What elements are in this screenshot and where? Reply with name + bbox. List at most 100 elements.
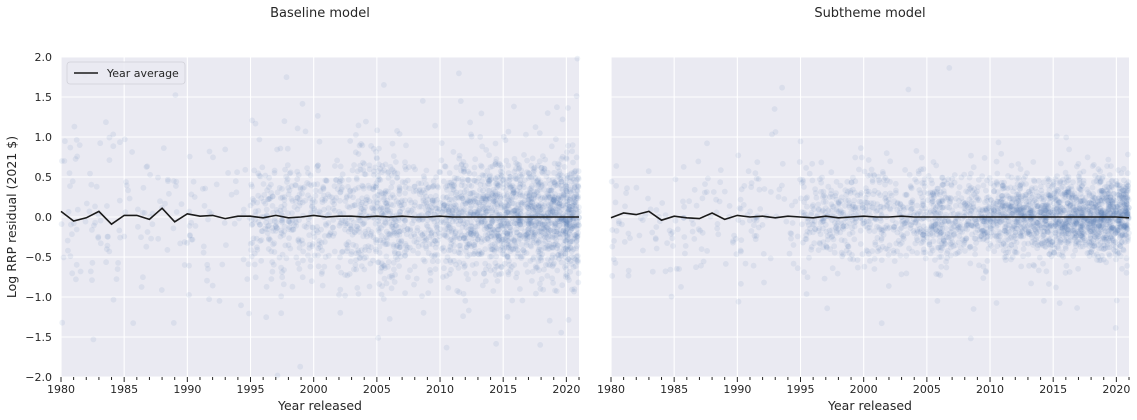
- scatter-point: [561, 237, 568, 244]
- scatter-point: [330, 205, 336, 212]
- scatter-point: [1125, 151, 1131, 158]
- scatter-point: [66, 170, 73, 177]
- scatter-point: [563, 188, 569, 194]
- scatter-point: [681, 234, 688, 240]
- scatter-point: [319, 196, 326, 203]
- scatter-point: [279, 218, 286, 224]
- scatter-point: [489, 241, 496, 248]
- scatter-point: [300, 257, 306, 264]
- scatter-point: [393, 229, 400, 236]
- scatter-point: [361, 266, 368, 273]
- scatter-point: [123, 182, 130, 189]
- scatter-point: [435, 258, 441, 265]
- scatter-point: [288, 196, 295, 202]
- scatter-point: [552, 240, 559, 247]
- scatter-point: [562, 273, 569, 280]
- scatter-point: [485, 201, 492, 208]
- scatter-point: [155, 174, 161, 181]
- scatter-point: [317, 244, 324, 250]
- scatter-point: [843, 223, 850, 230]
- scatter-point: [467, 211, 474, 218]
- scatter-point: [468, 131, 474, 138]
- scatter-point: [540, 240, 547, 247]
- scatter-point: [370, 183, 377, 190]
- scatter-point: [457, 218, 464, 225]
- scatter-point: [508, 184, 514, 190]
- scatter-point: [932, 257, 938, 263]
- scatter-point: [809, 217, 815, 224]
- scatter-point: [705, 175, 711, 182]
- scatter-point: [645, 195, 651, 202]
- scatter-point: [565, 105, 571, 111]
- scatter-point: [379, 264, 385, 270]
- scatter-point: [481, 218, 488, 225]
- scatter-point: [558, 259, 565, 266]
- scatter-point: [448, 266, 454, 273]
- scatter-point: [368, 229, 375, 235]
- scatter-point: [62, 138, 68, 145]
- scatter-point: [355, 249, 362, 256]
- scatter-point: [540, 225, 547, 232]
- scatter-point: [373, 154, 380, 161]
- scatter-point: [370, 257, 376, 264]
- scatter-point: [554, 200, 561, 207]
- scatter-point: [441, 265, 447, 272]
- scatter-point: [519, 192, 526, 199]
- scatter-point: [541, 186, 548, 193]
- scatter-point: [228, 191, 235, 198]
- scatter-point: [190, 178, 197, 185]
- scatter-point: [482, 246, 489, 253]
- scatter-point: [532, 204, 539, 211]
- scatter-point: [381, 275, 388, 282]
- scatter-point: [449, 207, 455, 214]
- scatter-point: [562, 179, 569, 186]
- scatter-point: [394, 232, 400, 239]
- scatter-point: [955, 190, 962, 197]
- scatter-point: [565, 142, 571, 149]
- scatter-point: [897, 241, 903, 248]
- scatter-point: [726, 203, 733, 209]
- scatter-point: [481, 270, 487, 277]
- scatter-point: [559, 153, 566, 160]
- scatter-point: [204, 261, 211, 268]
- scatter-point: [521, 152, 527, 158]
- scatter-point: [337, 163, 344, 170]
- scatter-point: [486, 152, 492, 159]
- scatter-point: [407, 197, 413, 204]
- scatter-point: [294, 176, 301, 183]
- scatter-point: [438, 140, 445, 147]
- scatter-point: [140, 184, 147, 191]
- scatter-point: [357, 209, 364, 216]
- scatter-point: [266, 174, 272, 181]
- scatter-point: [511, 189, 518, 196]
- scatter-point: [407, 226, 413, 233]
- scatter-point: [367, 232, 374, 239]
- scatter-point: [428, 207, 435, 214]
- scatter-point: [407, 267, 413, 274]
- scatter-point: [462, 262, 468, 269]
- scatter-point: [540, 153, 546, 160]
- scatter-point: [459, 176, 466, 183]
- y-tick-label: 2.0: [35, 51, 53, 64]
- scatter-point: [994, 243, 1000, 250]
- scatter-point: [481, 226, 488, 233]
- scatter-point: [344, 248, 350, 255]
- scatter-point: [385, 259, 392, 265]
- scatter-point: [355, 217, 362, 224]
- scatter-point: [750, 262, 757, 269]
- scatter-point: [1089, 163, 1096, 170]
- scatter-point: [372, 246, 379, 253]
- scatter-point: [1009, 254, 1016, 260]
- scatter-point: [494, 201, 500, 208]
- scatter-point: [672, 217, 679, 224]
- scatter-point: [396, 231, 403, 238]
- scatter-point: [545, 187, 552, 194]
- scatter-point: [114, 266, 121, 272]
- scatter-point: [305, 215, 312, 222]
- scatter-point: [540, 222, 546, 228]
- scatter-point: [528, 243, 535, 250]
- scatter-point: [335, 214, 342, 221]
- scatter-point: [278, 264, 284, 271]
- scatter-point: [1062, 269, 1069, 276]
- scatter-point: [425, 184, 432, 191]
